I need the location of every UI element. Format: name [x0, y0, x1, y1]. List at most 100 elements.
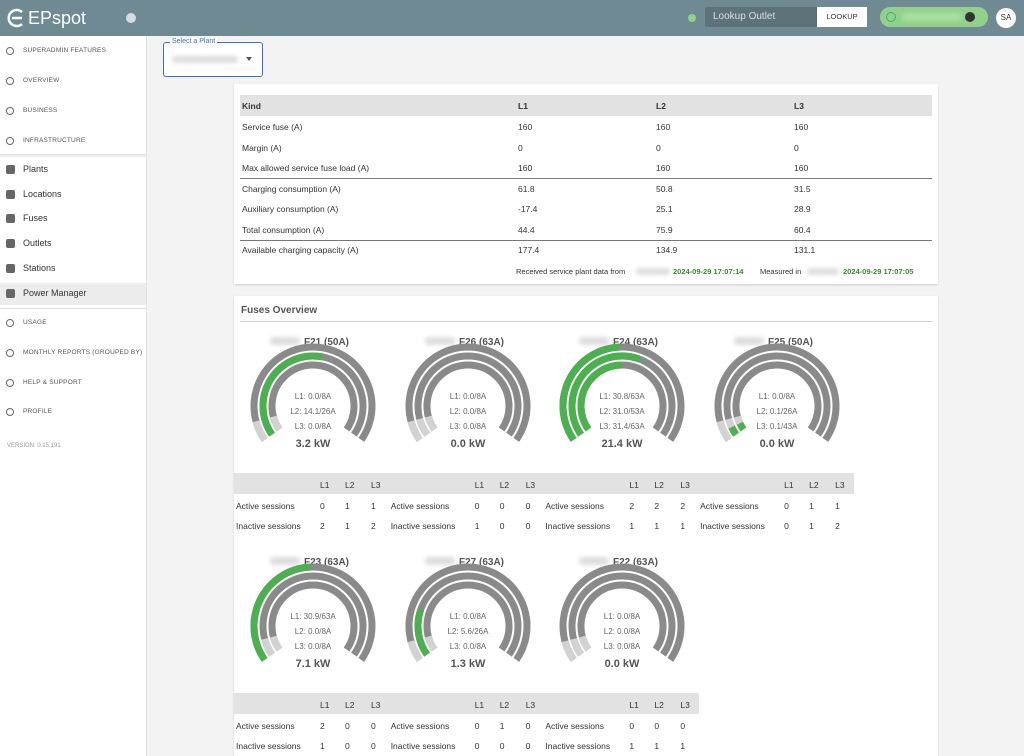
table-header-bg [240, 95, 932, 116]
fuses-title: Fuses Overview [241, 305, 318, 316]
gauge-power: 21.4 kW [602, 438, 644, 450]
sessions-value: 0 [784, 521, 789, 531]
gauge-fill [577, 361, 623, 432]
sessions-value: 1 [809, 521, 814, 531]
sessions-value: 0 [499, 741, 505, 751]
gauge-track-start [424, 635, 438, 652]
sessions-header-bg [234, 693, 390, 714]
gauge-track-start [579, 635, 592, 652]
sessions-header: L3 [371, 480, 381, 490]
table-cell: Total consumption (A) [242, 224, 325, 235]
gauge-track-start [407, 640, 423, 662]
nav-item[interactable]: PROFILE [23, 408, 53, 415]
sessions-header: L2 [499, 700, 510, 710]
table-cell: 160 [794, 163, 809, 173]
sessions-header: L2 [499, 480, 510, 490]
sessions-value: 1 [345, 501, 350, 511]
sessions-value: 0 [345, 741, 350, 751]
table-cell: 61.8 [518, 183, 535, 194]
nav-item[interactable]: OVERVIEW [23, 77, 60, 84]
table-header: L1 [518, 101, 528, 111]
table-header: L3 [794, 101, 804, 111]
gauge-power: 0.0 kW [605, 658, 640, 670]
table-cell: Available charging capacity (A) [242, 245, 359, 255]
sessions-value: 0 [525, 741, 531, 751]
gauge-line: L2: 0.0/8A [449, 407, 486, 416]
nav-item[interactable]: Plants [23, 164, 49, 174]
status-time: 2024-09-29 17:07:14 [673, 267, 744, 276]
gauge-track-start [562, 640, 578, 662]
sessions-header: L3 [371, 700, 381, 710]
collapse-button[interactable] [126, 13, 136, 23]
table-cell: Margin (A) [242, 142, 282, 153]
lookup-button[interactable]: LOOKUP [817, 7, 867, 27]
lookup-input[interactable]: Lookup Outlet [705, 7, 817, 27]
nav-icon [6, 137, 14, 145]
fuse-name: F25 (50A) [768, 337, 813, 348]
nav-item[interactable]: BUSINESS [23, 107, 58, 114]
table-cell: 50.8 [656, 183, 673, 194]
gauge-track [559, 563, 685, 662]
sessions-value: 1 [654, 521, 660, 531]
sessions-header: L3 [525, 480, 536, 490]
sessions-value: 0 [371, 721, 376, 731]
table-cell: 44.4 [518, 224, 535, 235]
nav-icon [6, 379, 14, 387]
sessions-value: 1 [835, 501, 840, 511]
nav-item[interactable]: Outlets [23, 238, 52, 248]
fuse-name: F27 (63A) [459, 557, 504, 568]
sessions-value: 0 [784, 501, 789, 511]
plant-chip[interactable] [880, 7, 988, 27]
gauge-track [414, 352, 522, 437]
blurred [424, 557, 455, 565]
gauge-track [423, 361, 513, 432]
sessions-header: L1 [784, 480, 794, 490]
active-bg [0, 283, 146, 305]
table-header: Kind [242, 101, 261, 111]
nav-item[interactable]: SUPERADMIN FEATURES [23, 47, 107, 54]
sessions-value: 0 [371, 741, 376, 751]
sessions-value: 1 [474, 521, 480, 531]
blurred [807, 268, 839, 275]
gauge-line: L3: 0.0/8A [295, 642, 332, 651]
nav-item[interactable]: Locations [23, 189, 62, 199]
nav-icon [6, 264, 15, 273]
sessions-value: 0 [499, 521, 505, 531]
gauge-line: L2: 0.1/26A [757, 407, 799, 416]
gauge-track-start [570, 637, 585, 657]
fuse-gauge: F26 (63A) L1: 0.0/8A L2: 0.0/8A L3: 0.0/8A 0… [405, 337, 531, 450]
sessions-label: Active sessions [700, 501, 759, 511]
sessions-header: L3 [680, 480, 690, 490]
gauge-line: L1: 0.0/8A [449, 392, 486, 401]
plant-select[interactable]: Select a Plant [163, 38, 263, 77]
nav-icon [6, 408, 14, 416]
sessions-label: Inactive sessions [700, 521, 765, 531]
nav-item[interactable]: HELP & SUPPORT [23, 379, 82, 386]
gauge-track-start [415, 417, 430, 437]
sidebar: SUPERADMIN FEATURES OVERVIEW BUSINESS INFRA… [0, 36, 147, 756]
gauge-track [250, 343, 376, 442]
sessions-value: 0 [345, 721, 350, 731]
nav-item[interactable]: Power Manager [23, 288, 87, 298]
nav-item[interactable]: MONTHLY REPORTS (GROUPED BY) [23, 349, 143, 356]
sessions-label: Active sessions [236, 721, 295, 731]
blurred [270, 557, 300, 565]
avatar[interactable]: SA [996, 8, 1016, 28]
sessions-label: Active sessions [390, 721, 450, 731]
nav-item[interactable]: Stations [23, 263, 56, 273]
table-cell: 75.9 [656, 224, 673, 235]
nav-icon [6, 319, 14, 327]
table-cell: 131.1 [794, 245, 816, 255]
gauge-fill [728, 425, 740, 437]
nav-icon [6, 77, 14, 85]
nav-item[interactable]: Fuses [23, 213, 48, 223]
sessions-value: 2 [629, 501, 635, 511]
nav-item[interactable]: INFRASTRUCTURE [23, 137, 86, 144]
divider [0, 308, 146, 309]
nav-item[interactable]: USAGE [23, 319, 47, 326]
sessions-label: Inactive sessions [545, 741, 611, 751]
gauge-track-start [270, 415, 283, 432]
nav-icon [6, 107, 14, 115]
sessions-header: L2 [345, 700, 355, 710]
